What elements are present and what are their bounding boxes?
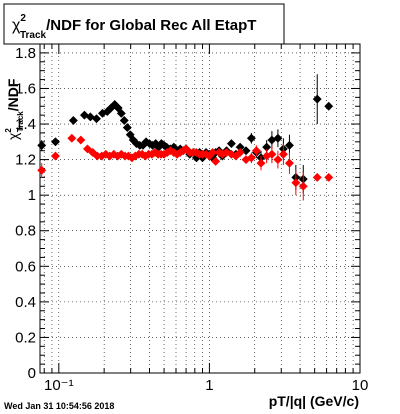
data-point [76,135,86,145]
data-point [278,149,288,159]
data-point [82,144,93,154]
data-point [251,146,261,156]
y-tick-label: 1.6 [15,80,36,97]
data-point [312,94,322,104]
y-tick-label: 1.8 [15,45,36,62]
data-point [50,137,61,147]
data-point [256,158,266,168]
y-tick-label: 0.2 [15,329,36,346]
grid-lines [40,44,361,374]
data-point [116,108,126,118]
y-tick-label: 1 [28,187,36,204]
y-tick-labels: 0 0.2 0.4 0.6 0.8 1 1.2 1.4 1.6 1.8 [15,45,36,382]
data-point [37,140,47,150]
y-tick-label: 0 [28,365,36,382]
x-tick-label: 1 [205,377,213,394]
title-box: χ2 Track/NDF for Global Rec All EtapT [3,3,285,45]
data-point [119,115,129,126]
data-point [85,112,95,122]
data-point [267,149,277,159]
x-tick-label: 10⁻¹ [44,377,74,394]
data-point [324,101,334,111]
data-point [37,165,47,175]
data-point [324,172,334,182]
series-2 [37,133,334,201]
y-tick-label: 0.4 [15,294,36,311]
title-main: /NDF for Global Rec All EtapT [46,17,256,34]
series-layer [37,74,334,201]
data-point [50,151,61,161]
data-point [312,172,322,182]
y-tick-label: 0.8 [15,223,36,240]
data-point [67,133,77,143]
x-tick-labels: 10⁻¹ 1 10 [44,377,368,394]
data-point [91,114,102,124]
data-point [211,156,221,166]
data-point [208,147,218,158]
data-point [273,155,283,165]
title-subscript: Track [20,30,47,41]
data-point [298,181,308,191]
data-point [226,139,236,149]
y-tick-label: 0.6 [15,258,36,275]
data-point [88,147,98,158]
ylabel-chi: χ [5,132,21,140]
title-chi: χ [12,17,21,34]
data-point [246,153,256,163]
data-point [291,178,301,188]
y-tick-label: 1.2 [15,152,36,169]
ylabel-superscript: 2 [4,128,13,133]
y-axis-title: χ2 Track/NDF [4,78,25,140]
y-tick-label: 1.4 [15,116,36,133]
ylabel-rest: /NDF [5,78,21,111]
chart-title: χ2 Track/NDF for Global Rec All EtapT [12,13,256,41]
data-point [79,110,90,120]
x-axis-title: pT/|q| (GeV/c) [269,393,359,409]
data-point [284,140,294,150]
x-tick-label: 10 [352,377,369,394]
data-point [235,147,245,158]
data-point [284,158,294,168]
data-point [273,133,283,143]
data-point [68,115,78,126]
data-point [122,123,132,133]
title-superscript: 2 [20,13,26,24]
ylabel-subscript: Track [16,111,25,132]
timestamp: Wed Jan 31 10:54:56 2018 [4,401,114,411]
data-point [246,133,256,143]
axis-ticks [40,43,361,374]
